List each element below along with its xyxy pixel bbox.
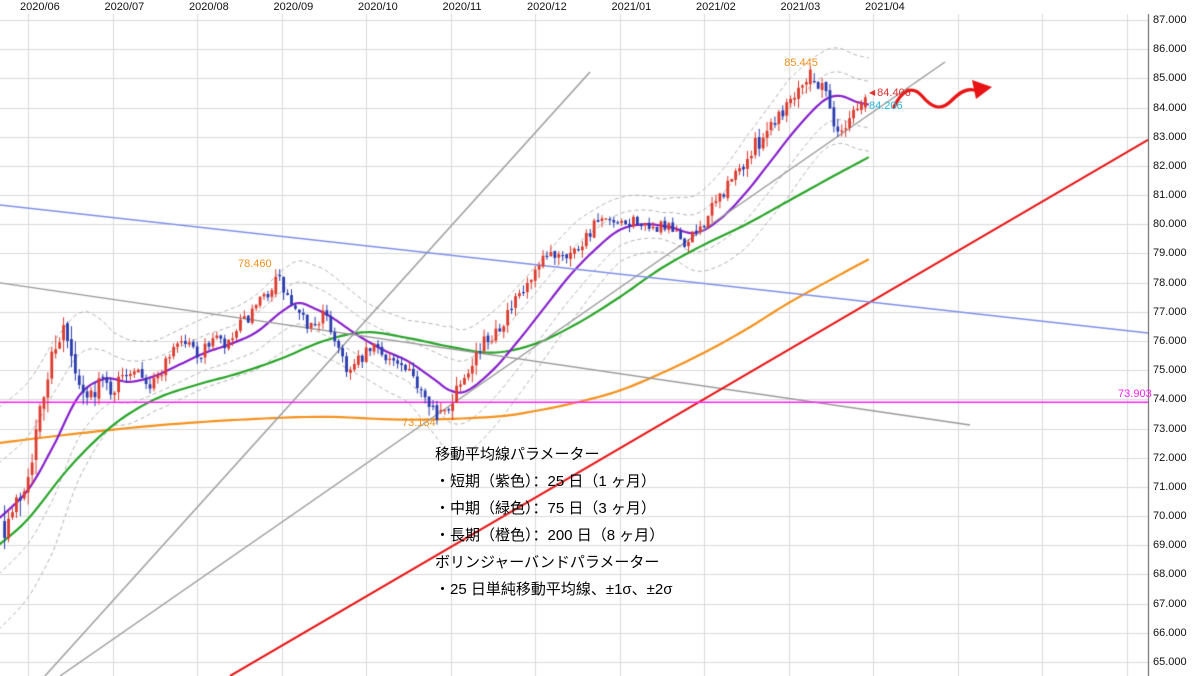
price-annotation-value: 78.460 [237, 258, 272, 271]
price-marker-icon: ◀ [869, 88, 876, 98]
legend-line-ma-mid: ・中期（緑色）：75 日（3 ヶ月） [435, 500, 656, 517]
y-axis-label: 71.000 [1153, 480, 1187, 493]
x-axis-label: 2020/08 [189, 1, 229, 13]
y-axis-label: 78.000 [1153, 276, 1187, 289]
legend-line-bb-title: ボリンジャーバンドパラメーター [435, 554, 660, 571]
indicator-parameter-legend: 移動平均線パラメーター ・短期（紫色）：25 日（1 ヶ月） ・中期（緑色）：7… [435, 441, 673, 603]
y-axis-label: 73.000 [1153, 422, 1187, 435]
x-axis-label: 2021/04 [865, 1, 905, 13]
price-annotation: ◀ 84.406 [869, 87, 911, 99]
y-axis-label: 85.000 [1153, 72, 1187, 85]
y-axis-label: 70.000 [1153, 510, 1187, 523]
x-axis-label: 2020/10 [358, 1, 398, 13]
price-annotation: 84.206 [869, 100, 903, 112]
x-axis-label: 2021/02 [696, 1, 736, 13]
price-annotation: 78.460 [238, 258, 272, 270]
x-axis-label: 2020/12 [527, 1, 567, 13]
y-axis-label: 69.000 [1153, 539, 1187, 552]
y-axis-label: 72.000 [1153, 451, 1187, 464]
x-axis-label: 2020/06 [20, 1, 60, 13]
y-axis-label: 68.000 [1153, 568, 1187, 581]
y-axis-label: 79.000 [1153, 247, 1187, 260]
x-axis-label: 2020/07 [104, 1, 145, 13]
x-axis-label: 2021/03 [780, 1, 821, 13]
y-axis-label: 86.000 [1153, 43, 1187, 56]
price-annotation-value: 85.445 [784, 57, 818, 70]
y-axis-label: 66.000 [1153, 626, 1187, 639]
legend-line-ma-short: ・短期（紫色）：25 日（1 ヶ月） [435, 473, 656, 490]
legend-line-ma-title: 移動平均線パラメーター [435, 446, 600, 463]
x-axis-label: 2020/09 [273, 1, 314, 13]
price-annotation: 73.903 [1118, 388, 1152, 400]
price-annotation-value: 73.134 [401, 417, 436, 430]
price-annotation-value: 84.206 [869, 99, 903, 112]
price-annotation-value: 84.406 [877, 87, 911, 100]
legend-line-bb-detail: ・25 日単純移動平均線、±1σ、±2σ [435, 581, 673, 598]
price-annotation-value: 73.903 [1118, 388, 1152, 401]
legend-line-ma-long: ・長期（橙色）：200 日（8 ヶ月） [435, 527, 665, 544]
price-annotation: 73.134 [402, 417, 436, 429]
y-axis-label: 65.000 [1153, 655, 1187, 668]
y-axis-label: 84.000 [1153, 101, 1187, 114]
y-axis-label: 87.000 [1153, 14, 1187, 26]
price-annotation: 85.445 [784, 57, 818, 69]
y-axis-label: 75.000 [1153, 364, 1187, 377]
x-axis-label: 2020/11 [442, 1, 482, 13]
y-axis-label: 74.000 [1153, 393, 1187, 406]
y-axis-label: 67.000 [1153, 597, 1187, 610]
y-axis-label: 77.000 [1153, 305, 1187, 318]
y-axis-label: 81.000 [1153, 189, 1187, 202]
y-axis-label: 82.000 [1153, 159, 1187, 172]
y-axis-label: 76.000 [1153, 334, 1187, 347]
x-axis-label: 2021/01 [611, 1, 652, 13]
y-axis-label: 80.000 [1153, 218, 1187, 231]
y-axis-label: 83.000 [1153, 130, 1187, 143]
